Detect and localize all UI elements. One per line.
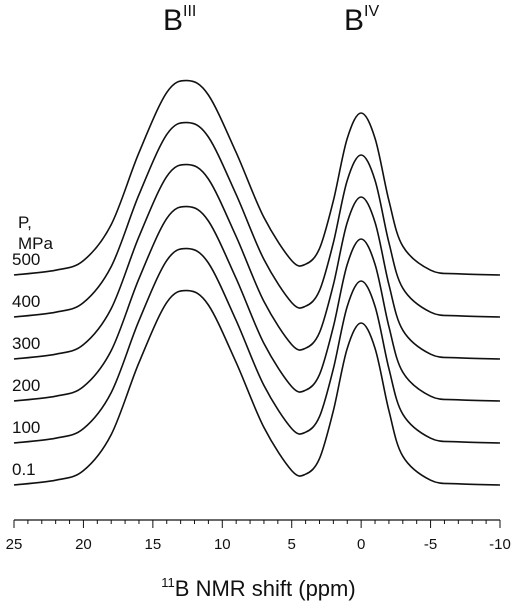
x-axis-title: 11B NMR shift (ppm) bbox=[161, 575, 356, 601]
x-axis: 25 20 15 10 5 0 -5 -10 bbox=[6, 519, 511, 553]
spectrum-line-100 bbox=[13, 247, 501, 444]
pressure-label-500: 500 bbox=[12, 250, 40, 269]
pressure-labels: 500 400 300 200 100 0.1 bbox=[12, 250, 40, 479]
spectrum-line-200 bbox=[13, 205, 501, 402]
x-tick-label: -10 bbox=[489, 536, 511, 553]
pressure-label-400: 400 bbox=[12, 292, 40, 311]
x-tick-label: 25 bbox=[6, 536, 23, 553]
x-tick-label: 20 bbox=[75, 536, 92, 553]
x-tick-label: 0 bbox=[357, 536, 365, 553]
spectrum-curves bbox=[13, 79, 501, 486]
legend-title: P, MPa bbox=[18, 212, 53, 254]
x-tick-label: -5 bbox=[424, 536, 437, 553]
spectrum-line-400 bbox=[13, 121, 501, 318]
pressure-label-0-1: 0.1 bbox=[12, 460, 36, 479]
peak-label-b-iv: BIV bbox=[344, 3, 380, 37]
pressure-label-100: 100 bbox=[12, 418, 40, 437]
spectrum-line-0-1 bbox=[13, 289, 501, 486]
legend-title-line1: P, bbox=[18, 213, 32, 232]
x-tick-label: 10 bbox=[214, 536, 231, 553]
pressure-label-300: 300 bbox=[12, 334, 40, 353]
peak-label-b-iii: BIII bbox=[163, 3, 197, 37]
spectrum-line-300 bbox=[13, 163, 501, 360]
x-tick-label: 5 bbox=[288, 536, 296, 553]
legend-title-line2: MPa bbox=[18, 234, 53, 253]
x-tick-label: 15 bbox=[145, 536, 162, 553]
pressure-label-200: 200 bbox=[12, 376, 40, 395]
spectrum-line-500 bbox=[13, 79, 501, 276]
